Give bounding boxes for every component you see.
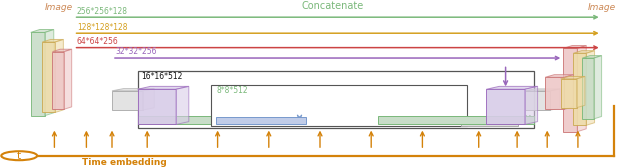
- Polygon shape: [486, 89, 525, 124]
- Polygon shape: [112, 89, 154, 91]
- Polygon shape: [545, 75, 573, 77]
- Polygon shape: [577, 46, 586, 132]
- Text: t: t: [17, 151, 21, 161]
- Polygon shape: [52, 52, 64, 109]
- Text: Image: Image: [45, 3, 73, 12]
- Polygon shape: [42, 42, 55, 113]
- Polygon shape: [586, 51, 595, 125]
- Polygon shape: [525, 89, 560, 91]
- Bar: [216, 117, 306, 124]
- Polygon shape: [138, 89, 176, 124]
- Polygon shape: [45, 30, 54, 116]
- Polygon shape: [573, 53, 586, 125]
- Polygon shape: [42, 39, 63, 42]
- Polygon shape: [564, 75, 573, 109]
- Text: 8*8*512: 8*8*512: [216, 86, 248, 95]
- Polygon shape: [582, 56, 602, 58]
- Polygon shape: [143, 89, 154, 110]
- Polygon shape: [561, 79, 577, 108]
- Polygon shape: [545, 77, 564, 109]
- Polygon shape: [176, 86, 189, 124]
- Circle shape: [1, 151, 37, 160]
- Polygon shape: [561, 76, 585, 79]
- Text: 32*32*256: 32*32*256: [115, 47, 157, 56]
- Polygon shape: [573, 51, 595, 53]
- Polygon shape: [582, 58, 594, 119]
- Bar: [461, 118, 518, 126]
- Text: Time embedding: Time embedding: [83, 157, 167, 166]
- Polygon shape: [525, 86, 538, 124]
- Polygon shape: [486, 86, 538, 89]
- Bar: [378, 116, 534, 124]
- Polygon shape: [31, 32, 45, 116]
- Polygon shape: [64, 49, 72, 109]
- Text: 128*128*128: 128*128*128: [77, 23, 127, 32]
- Polygon shape: [138, 86, 189, 89]
- Polygon shape: [31, 30, 54, 32]
- Polygon shape: [563, 48, 577, 132]
- Polygon shape: [577, 76, 585, 108]
- Bar: [211, 85, 467, 126]
- Polygon shape: [52, 49, 72, 52]
- Polygon shape: [550, 89, 560, 110]
- Text: 64*64*256: 64*64*256: [77, 37, 118, 46]
- Bar: [138, 116, 304, 124]
- Polygon shape: [112, 91, 143, 110]
- Polygon shape: [563, 46, 586, 48]
- Text: Image: Image: [588, 3, 616, 12]
- Bar: [138, 71, 534, 128]
- Text: 256*256*128: 256*256*128: [77, 7, 128, 16]
- Polygon shape: [525, 91, 550, 110]
- Polygon shape: [594, 56, 602, 119]
- Polygon shape: [55, 39, 63, 113]
- Text: 16*16*512: 16*16*512: [141, 72, 183, 81]
- Text: Concatenate: Concatenate: [301, 1, 364, 11]
